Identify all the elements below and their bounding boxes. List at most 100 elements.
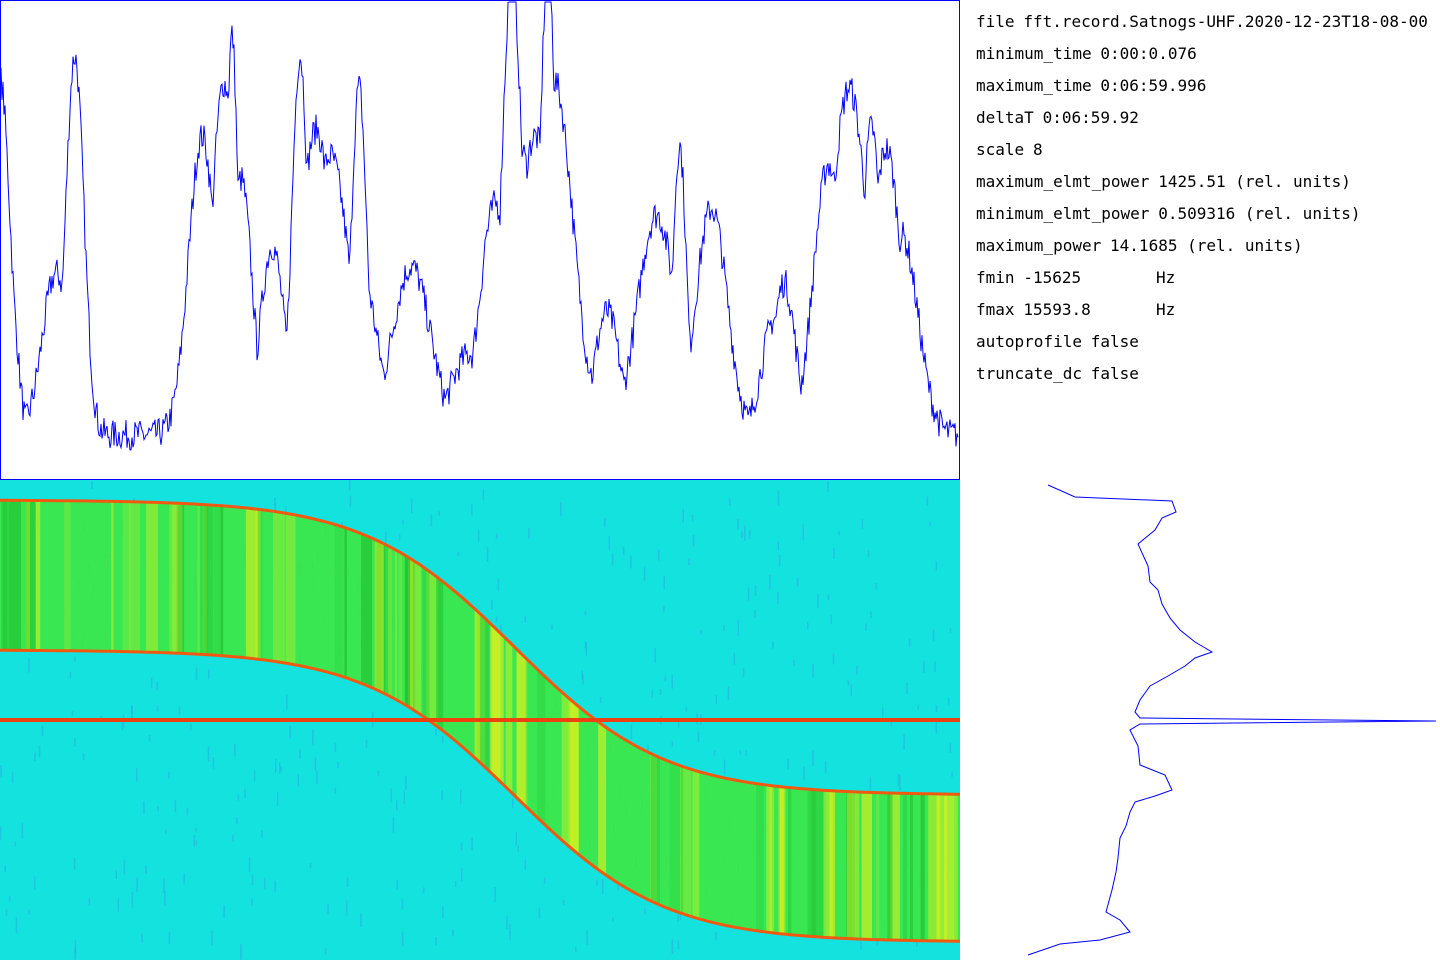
noise-speck <box>74 940 77 953</box>
noise-speck <box>745 750 747 756</box>
noise-speck <box>430 514 433 527</box>
info-row: minimum_time 0:00:0.076 <box>976 38 1440 70</box>
noise-speck <box>91 481 93 489</box>
noise-speck <box>692 535 695 547</box>
noise-speck <box>346 877 349 887</box>
noise-speck <box>223 905 225 919</box>
noise-speck <box>165 829 167 834</box>
noise-speck <box>88 898 91 906</box>
noise-speck <box>524 616 527 623</box>
noise-speck <box>121 718 124 731</box>
noise-speck <box>360 913 362 927</box>
noise-speck <box>115 870 117 879</box>
noise-speck <box>254 770 256 781</box>
noise-speck <box>401 899 404 910</box>
noise-speck <box>237 794 240 801</box>
noise-speck <box>754 610 756 618</box>
noise-speck <box>659 689 662 695</box>
noise-speck <box>949 628 952 633</box>
noise-speck <box>365 739 368 748</box>
noise-speck <box>11 772 14 784</box>
info-value: 0:06:59.996 <box>1100 76 1207 95</box>
noise-speck <box>663 575 665 590</box>
noise-speck <box>441 736 444 744</box>
noise-speck <box>41 726 44 737</box>
info-unit: Hz <box>1156 300 1176 319</box>
noise-speck <box>657 549 660 561</box>
noise-speck <box>143 801 145 815</box>
info-panel: file fft.record.Satnogs-UHF.2020-12-23T18… <box>976 6 1440 390</box>
noise-speck <box>538 907 541 919</box>
noise-speck <box>21 822 24 839</box>
info-key: autoprofile <box>976 332 1082 351</box>
noise-speck <box>174 799 177 813</box>
noise-speck <box>14 841 16 847</box>
noise-speck <box>299 749 301 759</box>
info-value: -15625 <box>1023 268 1082 287</box>
noise-speck <box>779 555 781 566</box>
noise-speck <box>935 705 938 712</box>
noise-speck <box>677 719 680 728</box>
noise-speck <box>923 660 925 673</box>
info-unit: Hz <box>1156 268 1176 287</box>
noise-speck <box>74 947 76 960</box>
noise-speck <box>471 504 473 516</box>
noise-speck <box>264 877 266 889</box>
noise-speck <box>899 775 901 791</box>
noise-speck <box>599 697 602 704</box>
noise-speck <box>441 790 443 800</box>
noise-speck <box>274 880 276 892</box>
noise-speck <box>34 876 36 890</box>
noise-speck <box>309 863 312 869</box>
noise-speck <box>951 772 953 777</box>
noise-speck <box>584 611 587 616</box>
noise-speck <box>207 746 210 762</box>
noise-speck <box>524 859 526 870</box>
noise-speck <box>679 910 682 921</box>
info-row: maximum_time 0:06:59.996 <box>976 70 1440 102</box>
noise-speck <box>737 619 739 636</box>
noise-speck <box>802 524 804 541</box>
noise-speck <box>136 877 138 893</box>
noise-speck <box>506 916 508 930</box>
noise-speck <box>168 931 171 945</box>
noise-speck <box>28 909 30 915</box>
info-key: minimum_elmt_power <box>976 204 1150 223</box>
noise-speck <box>727 686 730 701</box>
noise-speck <box>117 898 119 912</box>
noise-speck <box>713 750 716 756</box>
noise-speck <box>935 561 937 571</box>
noise-speck <box>334 787 337 794</box>
noise-speck <box>435 937 437 946</box>
noise-speck <box>274 497 276 507</box>
noise-speck <box>4 865 6 873</box>
noise-speck <box>926 496 929 506</box>
noise-speck <box>612 917 614 922</box>
noise-speck <box>832 653 835 665</box>
noise-speck <box>495 533 498 539</box>
noise-speck <box>314 756 317 771</box>
noise-speck <box>812 663 814 678</box>
noise-speck <box>38 745 41 758</box>
noise-speck <box>390 788 392 803</box>
noise-speck <box>392 816 395 833</box>
noise-speck <box>438 511 440 516</box>
noise-speck <box>850 684 852 696</box>
noise-speck <box>748 530 751 539</box>
noise-speck <box>772 641 774 649</box>
info-key: maximum_time <box>976 76 1092 95</box>
info-row: file fft.record.Satnogs-UHF.2020-12-23T18… <box>976 6 1440 38</box>
noise-speck <box>817 594 819 609</box>
noise-speck <box>74 738 76 747</box>
info-key: minimum_time <box>976 44 1092 63</box>
info-key: truncate_dc <box>976 364 1082 383</box>
noise-speck <box>486 547 489 562</box>
noise-speck <box>827 594 830 600</box>
noise-speck <box>860 941 862 950</box>
noise-speck <box>403 791 405 805</box>
noise-speck <box>8 896 11 902</box>
noise-speck <box>34 752 36 761</box>
info-value: 1425.51 (rel. units) <box>1158 172 1351 191</box>
noise-speck <box>654 648 656 663</box>
noise-speck <box>232 834 234 842</box>
